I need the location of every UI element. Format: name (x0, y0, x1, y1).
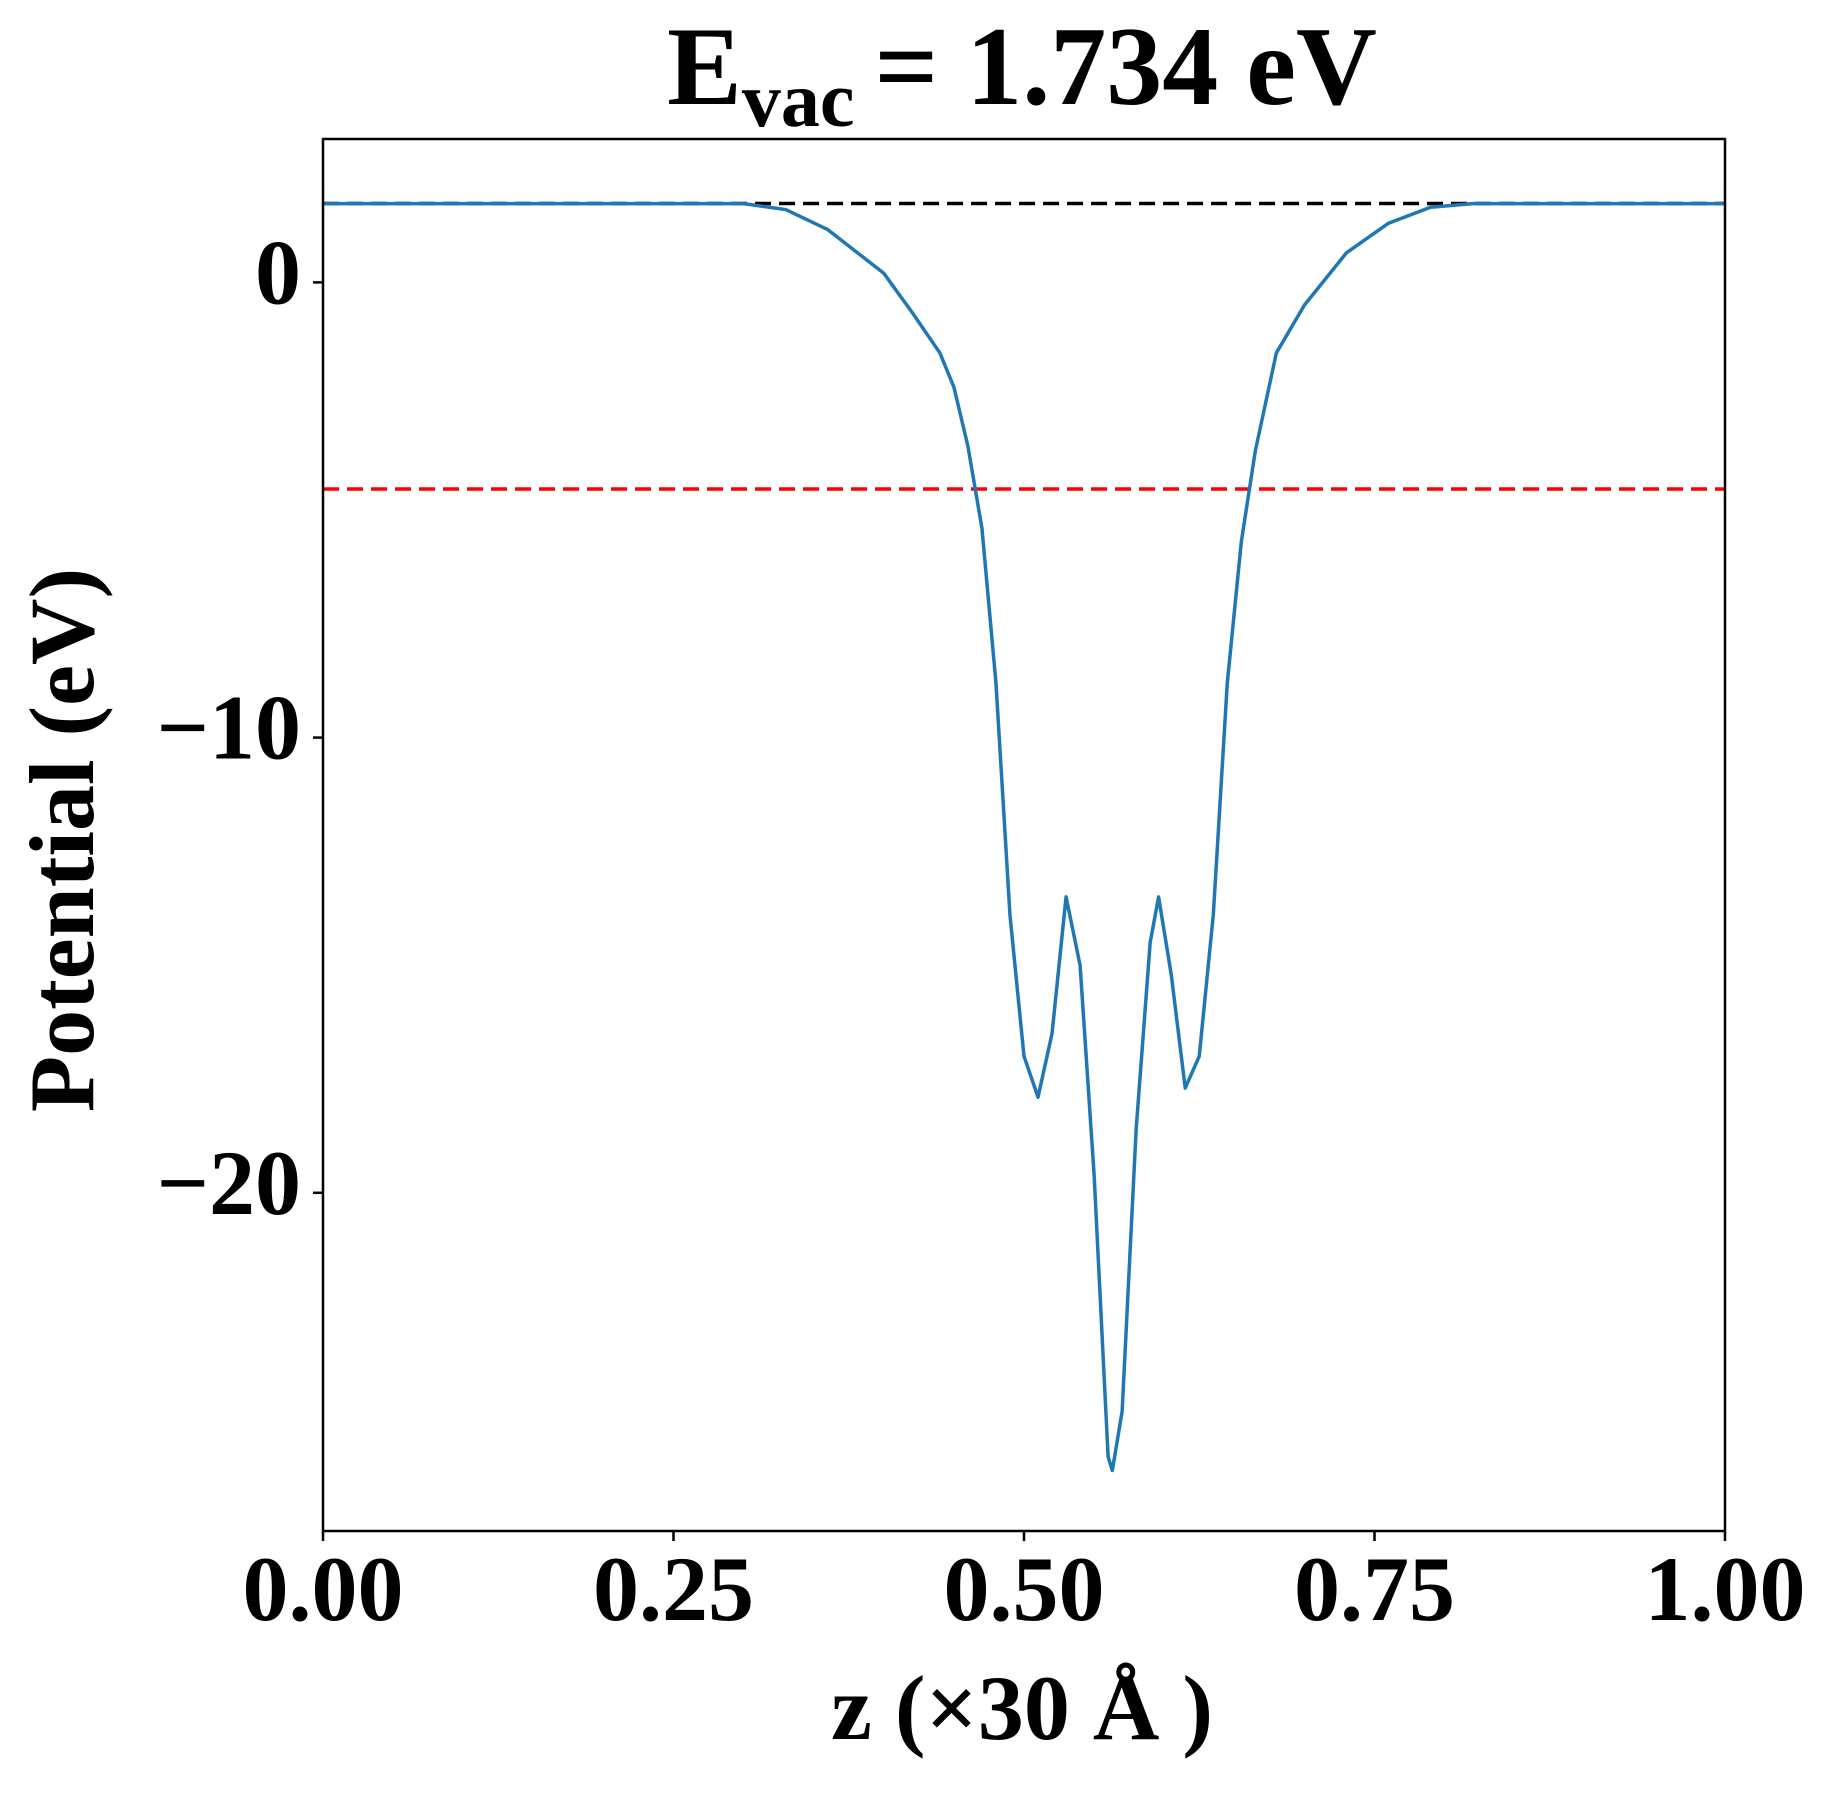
x-tick-label: 1.00 (1645, 1538, 1806, 1640)
title-rest: = 1.734 eV (874, 5, 1376, 129)
chart-title: Evac = 1.734 eV (667, 5, 1377, 143)
plot-frame (321, 137, 1727, 1533)
title-subscript: vac (742, 56, 855, 143)
data-line (323, 201, 1725, 1473)
y-tick-label: 0 (255, 221, 301, 323)
x-tick-label: 0.75 (1294, 1538, 1455, 1640)
y-axis-label: Potential (eV) (11, 568, 113, 1112)
y-tick-label: −20 (157, 1132, 301, 1234)
title-main: E (667, 5, 742, 129)
y-tick-label: −10 (157, 677, 301, 779)
x-tick-label: 0.00 (243, 1538, 404, 1640)
x-axis-label: z (×30 Å ) (831, 1657, 1213, 1759)
x-tick-label: 0.25 (593, 1538, 754, 1640)
x-tick-label: 0.50 (944, 1538, 1105, 1640)
